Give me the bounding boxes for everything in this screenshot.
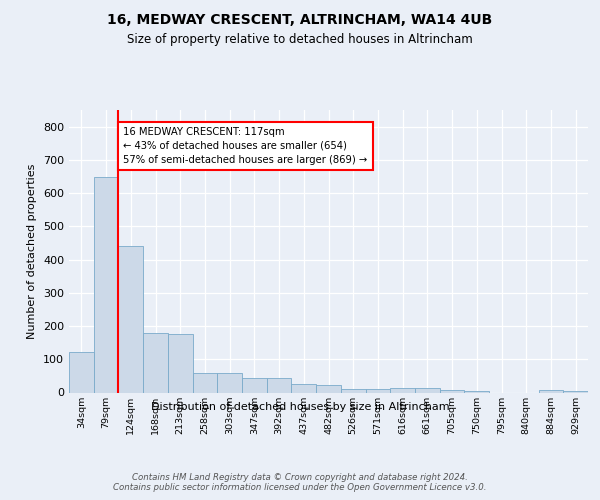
- Text: 16, MEDWAY CRESCENT, ALTRINCHAM, WA14 4UB: 16, MEDWAY CRESCENT, ALTRINCHAM, WA14 4U…: [107, 12, 493, 26]
- Bar: [267, 378, 292, 392]
- Bar: [242, 378, 267, 392]
- Bar: [292, 384, 316, 392]
- Bar: [316, 384, 341, 392]
- Text: Distribution of detached houses by size in Altrincham: Distribution of detached houses by size …: [151, 402, 449, 412]
- Bar: [390, 388, 415, 392]
- Bar: [217, 373, 242, 392]
- Bar: [563, 390, 588, 392]
- Text: 16 MEDWAY CRESCENT: 117sqm
← 43% of detached houses are smaller (654)
57% of sem: 16 MEDWAY CRESCENT: 117sqm ← 43% of deta…: [124, 126, 368, 164]
- Bar: [168, 334, 193, 392]
- Bar: [341, 389, 365, 392]
- Bar: [69, 352, 94, 393]
- Y-axis label: Number of detached properties: Number of detached properties: [28, 164, 37, 339]
- Bar: [193, 372, 217, 392]
- Bar: [118, 246, 143, 392]
- Text: Size of property relative to detached houses in Altrincham: Size of property relative to detached ho…: [127, 32, 473, 46]
- Bar: [440, 390, 464, 392]
- Bar: [143, 334, 168, 392]
- Bar: [464, 390, 489, 392]
- Bar: [539, 390, 563, 392]
- Bar: [415, 388, 440, 392]
- Bar: [94, 177, 118, 392]
- Bar: [365, 389, 390, 392]
- Text: Contains HM Land Registry data © Crown copyright and database right 2024.
Contai: Contains HM Land Registry data © Crown c…: [113, 472, 487, 492]
